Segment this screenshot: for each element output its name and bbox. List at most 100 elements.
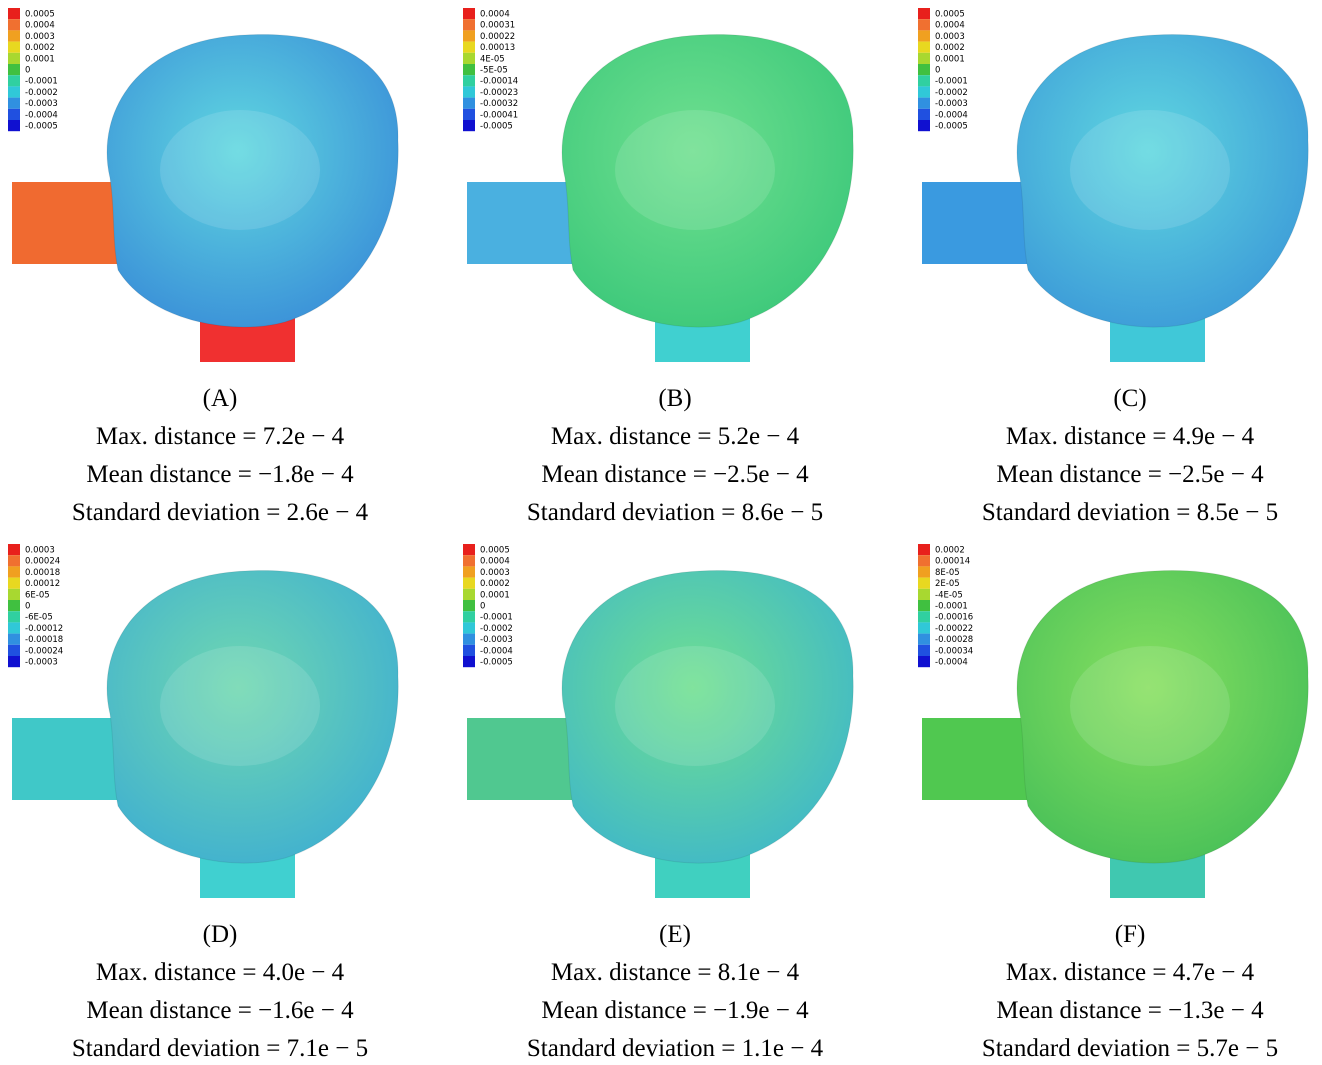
colorbar-swatch — [463, 42, 475, 53]
colorbar-swatch — [8, 578, 20, 589]
caption-line: Standard deviation = 8.5e − 5 — [910, 498, 1322, 528]
colorbar-swatch — [463, 578, 475, 589]
colorbar-swatch — [918, 645, 930, 656]
panel-label: (C) — [910, 384, 1322, 414]
colorbar: 0.00050.00040.00030.00020.00010-0.0001-0… — [918, 8, 968, 132]
colorbar-label: 0.0001 — [480, 590, 510, 600]
caption-line: Max. distance = 7.2e − 4 — [0, 422, 440, 452]
panel-label: (A) — [0, 384, 440, 414]
colorbar-label: -0.0003 — [25, 99, 58, 109]
colorbar-swatch — [463, 109, 475, 120]
caption-line: Max. distance = 4.0e − 4 — [0, 958, 440, 988]
caption-line: Standard deviation = 8.6e − 5 — [455, 498, 895, 528]
caption-line: Mean distance = −1.6e − 4 — [0, 996, 440, 1026]
colorbar-swatch — [463, 656, 475, 667]
colorbar-label: -0.0003 — [480, 635, 513, 645]
colorbar-label: -0.00032 — [480, 99, 518, 109]
colorbar-swatch — [8, 645, 20, 656]
colorbar-swatch — [918, 120, 930, 131]
caption-line: Standard deviation = 7.1e − 5 — [0, 1034, 440, 1064]
colorbar-label: -0.0004 — [935, 658, 968, 668]
panel: 0.00030.000240.000180.000126E-050-6E-05-… — [0, 536, 440, 1065]
colorbar-label: 6E-05 — [25, 590, 50, 600]
colorbar-label: 0 — [935, 66, 940, 76]
colorbar-label: -0.0001 — [935, 77, 968, 87]
colorbar-label: -0.0004 — [480, 646, 513, 656]
colorbar-label: -0.0001 — [480, 613, 513, 623]
colorbar-label: -0.00018 — [25, 635, 63, 645]
colorbar-swatch — [918, 611, 930, 622]
colorbar-label: -0.0005 — [935, 122, 968, 132]
colorbar-swatch — [463, 75, 475, 86]
colorbar-label: -0.0002 — [480, 624, 513, 634]
colorbar-swatch — [463, 622, 475, 633]
highlight — [160, 646, 320, 766]
colorbar-swatch — [8, 30, 20, 41]
caption-line: Mean distance = −1.9e − 4 — [455, 996, 895, 1026]
colorbar-label: 0.00013 — [480, 43, 515, 53]
colorbar-label: -0.0001 — [935, 602, 968, 612]
colorbar-swatch — [8, 19, 20, 30]
colorbar-label: -0.00041 — [480, 110, 518, 120]
rendering: 0.00050.00040.00030.00020.00010-0.0001-0… — [0, 0, 440, 365]
colorbar-swatch — [8, 589, 20, 600]
colorbar-swatch — [463, 30, 475, 41]
colorbar-swatch — [463, 589, 475, 600]
colorbar-swatch — [8, 600, 20, 611]
colorbar: 0.00040.000310.000220.000134E-05-5E-05-0… — [463, 8, 518, 132]
colorbar-swatch — [918, 98, 930, 109]
colorbar-label: 2E-05 — [935, 579, 960, 589]
colorbar-label: -0.00024 — [25, 646, 63, 656]
colorbar-label: 0.0003 — [25, 32, 55, 42]
colorbar-label: -0.00034 — [935, 646, 973, 656]
panel: 0.00050.00040.00030.00020.00010-0.0001-0… — [455, 536, 895, 1065]
colorbar-label: -0.0005 — [480, 658, 513, 668]
colorbar-swatch — [918, 634, 930, 645]
colorbar-swatch — [463, 98, 475, 109]
colorbar-label: 0.0004 — [480, 557, 510, 567]
colorbar-swatch — [918, 64, 930, 75]
colorbar-label: -0.0001 — [25, 77, 58, 87]
colorbar: 0.00030.000240.000180.000126E-050-6E-05-… — [8, 544, 63, 668]
highlight — [1070, 110, 1230, 230]
colorbar: 0.00050.00040.00030.00020.00010-0.0001-0… — [463, 544, 513, 668]
caption-line: Mean distance = −2.5e − 4 — [455, 460, 895, 490]
colorbar-swatch — [8, 53, 20, 64]
colorbar-label: -0.00016 — [935, 613, 973, 623]
colorbar-label: 0.0003 — [25, 546, 55, 556]
colorbar-swatch — [918, 555, 930, 566]
colorbar-label: 0.0002 — [935, 546, 965, 556]
caption-line: Standard deviation = 2.6e − 4 — [0, 498, 440, 528]
colorbar-swatch — [8, 634, 20, 645]
colorbar-label: 0.0003 — [935, 32, 965, 42]
panel: 0.00050.00040.00030.00020.00010-0.0001-0… — [910, 0, 1322, 530]
colorbar-swatch — [8, 8, 20, 19]
colorbar-swatch — [8, 42, 20, 53]
colorbar-swatch — [8, 109, 20, 120]
colorbar-label: 0.0001 — [25, 54, 55, 64]
colorbar-label: 0.00024 — [25, 557, 60, 567]
colorbar-label: -0.00012 — [25, 624, 63, 634]
colorbar-swatch — [918, 566, 930, 577]
colorbar-label: -0.0003 — [25, 658, 58, 668]
caption-line: Mean distance = −1.3e − 4 — [910, 996, 1322, 1026]
colorbar-label: -6E-05 — [25, 613, 53, 623]
colorbar-swatch — [463, 566, 475, 577]
caption-line: Max. distance = 4.9e − 4 — [910, 422, 1322, 452]
rendering: 0.00040.000310.000220.000134E-05-5E-05-0… — [455, 0, 895, 365]
colorbar-label: 0.0005 — [480, 546, 510, 556]
colorbar-label: -0.00014 — [480, 77, 518, 87]
colorbar-swatch — [918, 622, 930, 633]
colorbar-label: -0.0002 — [935, 88, 968, 98]
colorbar-swatch — [918, 19, 930, 30]
caption-line: Max. distance = 8.1e − 4 — [455, 958, 895, 988]
colorbar-label: 0.0002 — [25, 43, 55, 53]
colorbar-swatch — [8, 98, 20, 109]
colorbar-label: 8E-05 — [935, 568, 960, 578]
colorbar-label: 0.0003 — [480, 568, 510, 578]
colorbar-label: 0.00012 — [25, 579, 60, 589]
colorbar-swatch — [918, 656, 930, 667]
colorbar-swatch — [463, 611, 475, 622]
colorbar: 0.00020.000148E-052E-05-4E-05-0.0001-0.0… — [918, 544, 973, 668]
